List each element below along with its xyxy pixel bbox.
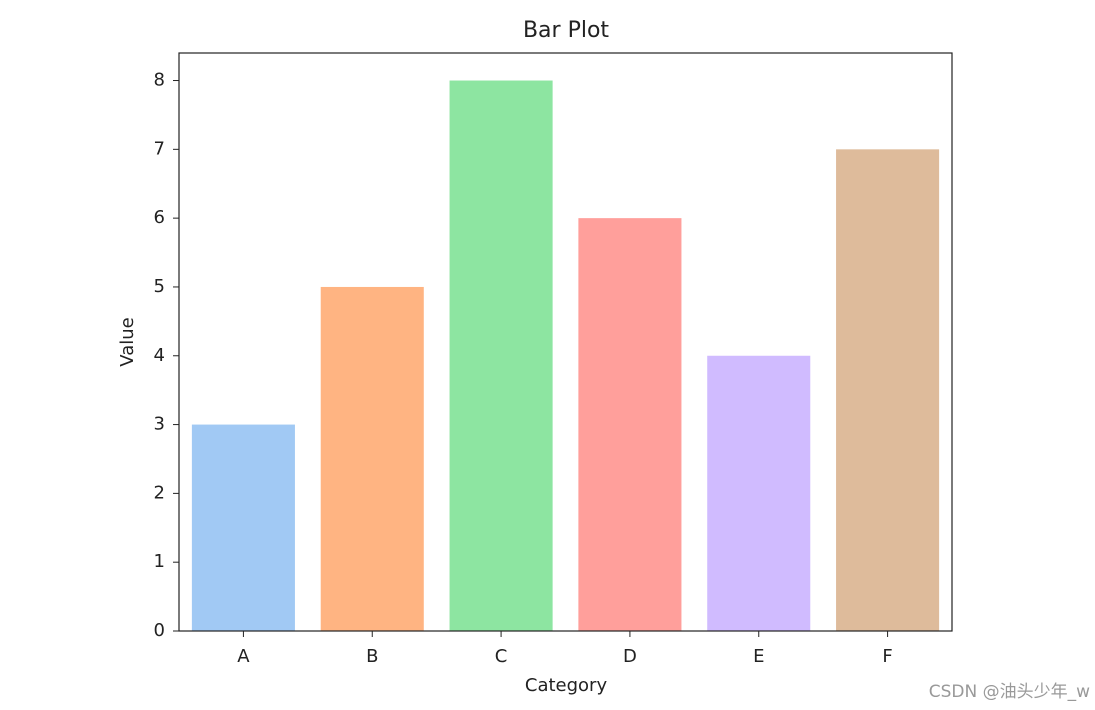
plot-frame: [178, 52, 953, 632]
y-tick-label: 7: [154, 138, 165, 159]
bar: [191, 424, 295, 631]
bar: [578, 218, 682, 631]
x-tick-label: B: [366, 646, 378, 667]
watermark: CSDN @油头少年_w: [929, 682, 1090, 702]
y-tick-label: 6: [154, 207, 165, 228]
y-tick-label: 8: [154, 70, 165, 91]
x-tick-label: D: [623, 646, 637, 667]
bar: [320, 286, 424, 631]
x-tick-label: F: [882, 646, 892, 667]
x-tick-label: E: [753, 646, 764, 667]
y-tick-label: 1: [154, 551, 165, 572]
x-tick-label: A: [237, 646, 250, 667]
bar: [836, 149, 940, 632]
bar: [707, 355, 811, 631]
y-tick-label: 3: [154, 414, 165, 435]
y-axis-label: Value: [117, 317, 138, 366]
chart-title: Bar Plot: [523, 18, 609, 43]
bar: [449, 80, 553, 632]
y-tick-label: 5: [154, 276, 165, 297]
y-tick-label: 2: [154, 482, 165, 503]
y-tick-label: 4: [154, 345, 165, 366]
x-axis-label: Category: [525, 675, 608, 696]
x-tick-label: C: [495, 646, 508, 667]
y-tick-label: 0: [154, 620, 165, 641]
